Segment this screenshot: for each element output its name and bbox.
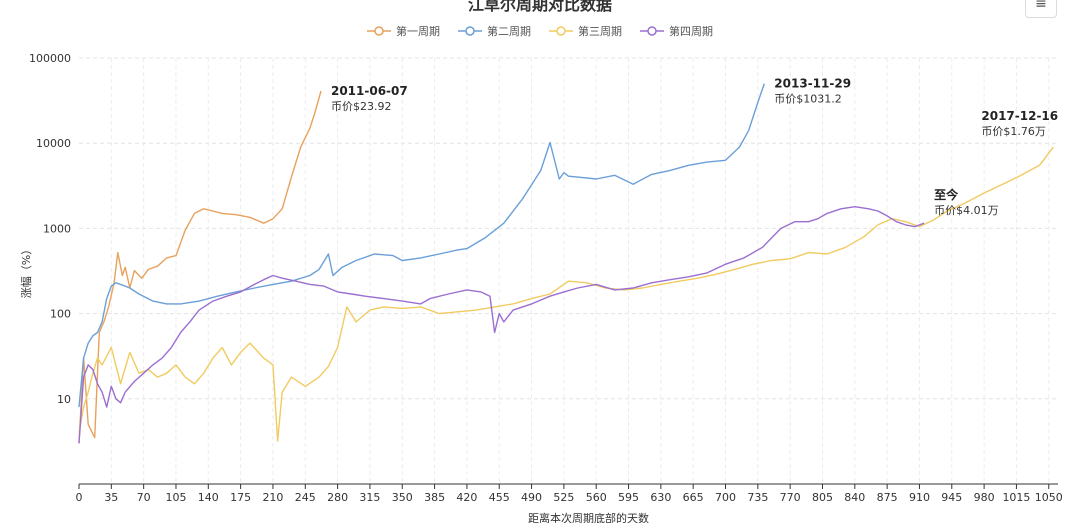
x-tick-label: 1015 <box>1002 491 1030 504</box>
x-tick-label: 175 <box>230 491 251 504</box>
legend-swatch <box>458 26 482 36</box>
x-tick-label: 210 <box>262 491 283 504</box>
x-tick-label: 350 <box>392 491 413 504</box>
x-tick-label: 0 <box>76 491 83 504</box>
annotation-date: 2013-11-29 <box>774 77 851 91</box>
x-tick-label: 560 <box>586 491 607 504</box>
legend-swatch <box>367 26 391 36</box>
x-tick-label: 665 <box>683 491 704 504</box>
chart-title: 江草尔周期对比数据 <box>467 0 612 14</box>
annotation-date: 至今 <box>934 187 959 202</box>
x-tick-label: 105 <box>165 491 186 504</box>
series-line-1 <box>78 90 322 444</box>
x-tick-label: 490 <box>521 491 542 504</box>
x-tick-label: 840 <box>844 491 865 504</box>
y-tick-label: 10 <box>57 393 71 406</box>
x-tick-label: 805 <box>812 491 833 504</box>
x-tick-label: 1050 <box>1035 491 1063 504</box>
menu-icon: ≡ <box>1035 0 1047 12</box>
x-tick-label: 875 <box>877 491 898 504</box>
x-tick-label: 280 <box>327 491 348 504</box>
legend-item-2[interactable]: 第二周期 <box>458 23 531 39</box>
x-tick-label: 385 <box>424 491 445 504</box>
y-tick-label: 10000 <box>36 137 71 150</box>
x-tick-label: 420 <box>456 491 477 504</box>
x-tick-label: 525 <box>553 491 574 504</box>
y-axis-title: 涨幅（%） <box>20 244 33 298</box>
x-tick-label: 945 <box>941 491 962 504</box>
legend-swatch <box>640 26 664 36</box>
legend: 第一周期 第二周期 第三周期 第四周期 <box>0 23 1080 39</box>
x-tick-label: 630 <box>650 491 671 504</box>
x-axis-title: 距离本次周期底部的天数 <box>528 511 649 523</box>
x-tick-label: 980 <box>974 491 995 504</box>
x-tick-label: 245 <box>295 491 316 504</box>
legend-item-3[interactable]: 第三周期 <box>549 23 622 39</box>
x-tick-label: 455 <box>489 491 510 504</box>
series-line-3 <box>78 146 1054 442</box>
annotation-date: 2017-12-16 <box>981 109 1058 123</box>
legend-item-1[interactable]: 第一周期 <box>367 23 440 39</box>
x-tick-label: 315 <box>359 491 380 504</box>
x-tick-label: 35 <box>104 491 118 504</box>
legend-label: 第二周期 <box>487 25 531 38</box>
legend-label: 第三周期 <box>578 25 622 38</box>
legend-label: 第一周期 <box>396 25 440 38</box>
legend-label: 第四周期 <box>669 25 713 38</box>
x-tick-label: 70 <box>137 491 151 504</box>
x-tick-label: 770 <box>780 491 801 504</box>
y-tick-label: 100000 <box>29 52 71 65</box>
annotation-price: 币价$4.01万 <box>934 204 999 217</box>
x-tick-label: 910 <box>909 491 930 504</box>
x-tick-label: 595 <box>618 491 639 504</box>
menu-button[interactable]: ≡ <box>1025 0 1057 18</box>
x-tick-label: 140 <box>198 491 219 504</box>
series-line-2 <box>78 83 765 408</box>
y-tick-label: 100 <box>50 308 71 321</box>
legend-item-4[interactable]: 第四周期 <box>640 23 713 39</box>
series-line-4 <box>78 205 925 444</box>
annotation-date: 2011-06-07 <box>331 84 408 98</box>
y-tick-label: 1000 <box>43 222 71 235</box>
x-tick-label: 735 <box>747 491 768 504</box>
annotation-price: 币价$1.76万 <box>981 125 1046 138</box>
legend-swatch <box>549 26 573 36</box>
annotation-price: 币价$1031.2 <box>774 93 842 106</box>
x-tick-label: 700 <box>715 491 736 504</box>
annotation-price: 币价$23.92 <box>331 100 392 113</box>
